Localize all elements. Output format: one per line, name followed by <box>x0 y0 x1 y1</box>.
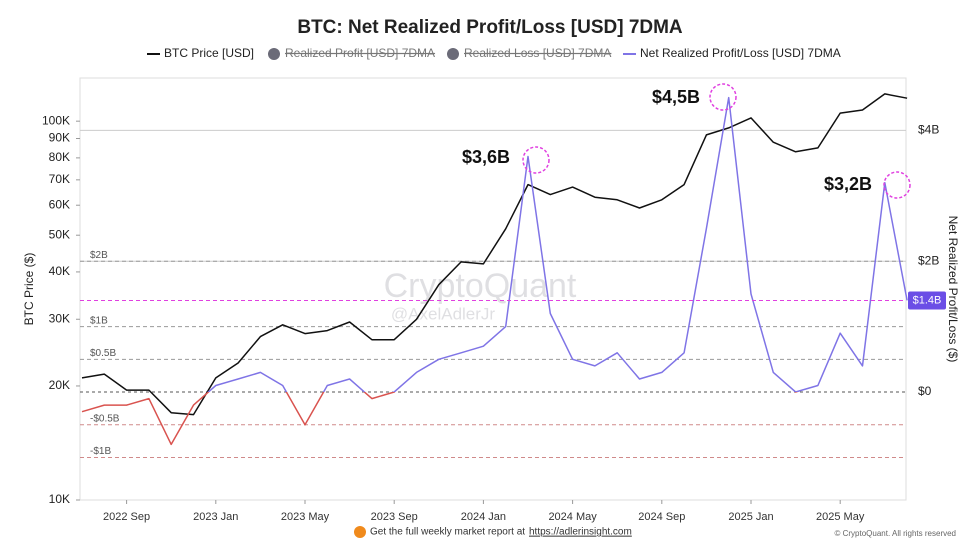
x-tick-label: 2023 Jan <box>193 511 238 523</box>
plot-area <box>79 77 907 501</box>
footer-link[interactable]: https://adlerinsight.com <box>529 527 632 538</box>
annotation-circle <box>883 171 911 199</box>
reference-label: $0.5B <box>90 348 116 359</box>
annotation: $3,6B <box>462 147 510 167</box>
current-badge <box>908 291 946 310</box>
x-tick-label: 2025 May <box>816 511 865 523</box>
legend-marker <box>447 48 459 60</box>
annotation-circle <box>522 146 550 174</box>
reference-label: $1B <box>90 315 108 326</box>
y-axis-label: BTC Price ($) <box>22 253 36 326</box>
price-line <box>81 93 908 416</box>
copyright: © CryptoQuant. All rights reserved <box>835 529 957 538</box>
reference-label: $2B <box>90 250 108 261</box>
x-tick-label: 2024 Jan <box>461 511 506 523</box>
y-tick-label: 70K <box>49 172 70 186</box>
annotation: $3,2B <box>824 174 872 194</box>
y-tick-label: 40K <box>49 264 70 278</box>
footer-text: Get the full weekly market report at <box>370 527 525 538</box>
footer-icon <box>354 526 366 538</box>
y-tick-label: 100K <box>42 113 70 127</box>
legend-label: Realized Loss [USD] 7DMA <box>464 46 611 60</box>
x-tick-label: 2023 Sep <box>371 511 418 523</box>
reference-label: -$1B <box>90 446 111 457</box>
y2-axis-label: Net Realized Profit/Loss ($) <box>946 216 960 363</box>
y2-tick-label: $2B <box>918 253 939 267</box>
y2-tick-label: $0 <box>918 384 932 398</box>
y-tick-label: 60K <box>49 197 70 211</box>
x-tick-label: 2022 Sep <box>103 511 150 523</box>
y-tick-label: 90K <box>49 131 70 145</box>
x-tick-label: 2024 May <box>548 511 597 523</box>
y-tick-label: 80K <box>49 150 70 164</box>
y-tick-label: 50K <box>49 227 70 241</box>
y2-tick-label: $4B <box>918 123 939 137</box>
x-tick-label: 2023 May <box>281 511 330 523</box>
legend: BTC Price [USD] Realized Profit [USD] 7DM… <box>147 46 841 60</box>
x-tick-label: 2024 Sep <box>638 511 685 523</box>
legend-label: Net Realized Profit/Loss [USD] 7DMA <box>640 46 841 60</box>
watermark-text: @AxelAdlerJr <box>391 304 496 323</box>
legend-marker <box>268 48 280 60</box>
annotation: $4,5B <box>652 87 700 107</box>
chart-title: BTC: Net Realized Profit/Loss [USD] 7DMA <box>297 17 683 38</box>
current-label: $1.4B <box>913 294 942 306</box>
y-tick-label: 20K <box>49 378 70 392</box>
legend-label: BTC Price [USD] <box>164 46 254 60</box>
y-tick-label: 10K <box>49 492 70 506</box>
y-tick-label: 30K <box>49 311 70 325</box>
x-tick-label: 2025 Jan <box>728 511 773 523</box>
reference-label: -$0.5B <box>90 413 120 424</box>
annotation-circle <box>709 83 737 111</box>
net-line-positive <box>207 96 908 392</box>
legend-label: Realized Profit [USD] 7DMA <box>285 46 435 60</box>
